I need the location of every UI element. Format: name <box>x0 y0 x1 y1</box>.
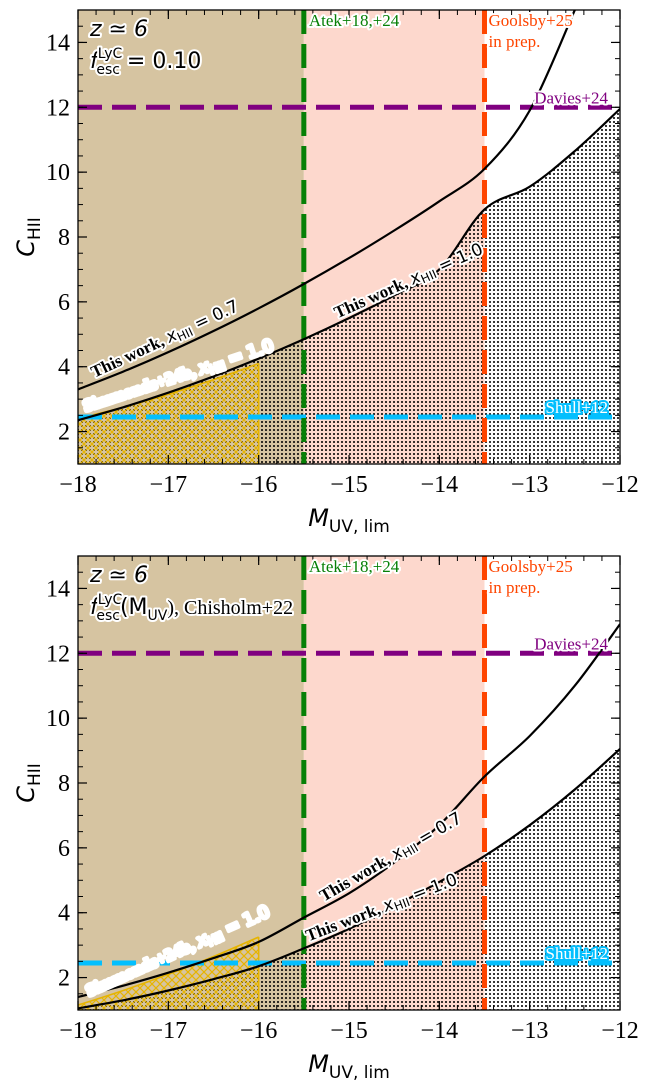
ytick-label: 2 <box>58 420 70 446</box>
shull-label: Shull+12 <box>546 398 609 417</box>
xtick-label: −13 <box>511 1018 549 1044</box>
dotted-area <box>78 108 620 464</box>
ytick-label: 8 <box>58 771 70 797</box>
y-axis-label-main: C <box>12 240 40 257</box>
simmonds-hatch <box>78 937 259 1010</box>
davies-label: Davies+24 <box>534 634 608 653</box>
model-curve-1 <box>78 108 620 422</box>
x-axis-label-main: M <box>308 504 329 532</box>
x-axis-label: MUV, lim <box>308 1050 390 1083</box>
xtick-label: −15 <box>330 472 368 498</box>
goolsby-label-2: in prep. <box>489 32 541 51</box>
atek-label: Atek+18,+24 <box>309 557 400 576</box>
ytick-label: 14 <box>46 30 70 56</box>
y-axis-label-main: C <box>12 786 40 803</box>
x-axis-label-sub: UV, lim <box>329 517 390 537</box>
ytick-label: 4 <box>58 355 70 381</box>
fesc-sub: esc <box>96 608 120 624</box>
xtick-label: −18 <box>59 1018 97 1044</box>
fesc-label: fLyC esc(MUV), Chisholm+22 <box>90 592 293 624</box>
y-axis-label-sub: HII <box>25 763 45 786</box>
x-axis-label: MUV, lim <box>308 504 390 537</box>
fesc-sup: LyC <box>98 592 123 608</box>
xtick-label: −13 <box>511 472 549 498</box>
bottom-panel: −18 −17 −16 −15 −14 −13 −12 2 4 6 8 10 12 14 MUV, lim C… <box>12 555 639 1083</box>
xtick-label: −17 <box>150 472 188 498</box>
fesc-close: ), Chisholm+22 <box>167 597 293 619</box>
shade-tan <box>78 556 304 1010</box>
ytick-label: 8 <box>58 225 70 251</box>
ytick-label: 4 <box>58 901 70 927</box>
ytick-label: 10 <box>46 160 70 186</box>
ytick-label: 12 <box>46 95 70 121</box>
xtick-label: −12 <box>601 1018 639 1044</box>
ytick-label: 6 <box>58 836 70 862</box>
goolsby-label-2: in prep. <box>489 578 541 597</box>
x-axis-label-main: M <box>308 1050 329 1078</box>
y-axis-label: CHII <box>12 763 45 803</box>
davies-label: Davies+24 <box>534 88 608 107</box>
top-panel: −18 −17 −16 −15 −14 −13 −12 2 4 6 8 10 12 14 MUV, lim C… <box>12 9 639 537</box>
ytick-label: 2 <box>58 966 70 992</box>
xtick-label: −14 <box>421 1018 459 1044</box>
y-axis-label-sub: HII <box>25 217 45 240</box>
fesc-mag-sub: UV <box>148 608 168 624</box>
plot-area <box>78 556 620 1010</box>
fesc-sup: LyC <box>98 46 123 62</box>
goolsby-label: Goolsby+25 <box>489 557 573 576</box>
xtick-label: −16 <box>240 1018 278 1044</box>
xtick-label: −17 <box>150 1018 188 1044</box>
ytick-label: 14 <box>46 576 70 602</box>
model-curve-0 <box>78 10 576 391</box>
xtick-label: −16 <box>240 472 278 498</box>
fesc-suffix: = 0.10 <box>120 49 201 74</box>
simmonds-hatch <box>78 363 259 464</box>
xtick-label: −12 <box>601 472 639 498</box>
shull-label: Shull+12 <box>546 944 609 963</box>
redshift-label: z ≃ 6 <box>89 563 148 588</box>
ytick-label: 12 <box>46 641 70 667</box>
ytick-label: 6 <box>58 290 70 316</box>
x-axis-label-sub: UV, lim <box>329 1063 390 1083</box>
xtick-label: −15 <box>330 1018 368 1044</box>
plot-area <box>78 10 620 464</box>
goolsby-label: Goolsby+25 <box>489 11 573 30</box>
xtick-label: −14 <box>421 472 459 498</box>
model-curve-0 <box>78 623 620 999</box>
model-curve-1 <box>78 748 620 1010</box>
fesc-sub: esc <box>96 62 120 78</box>
simmonds-curve <box>78 936 260 1006</box>
ytick-label: 10 <box>46 706 70 732</box>
atek-label: Atek+18,+24 <box>309 11 400 30</box>
redshift-label: z ≃ 6 <box>89 17 148 42</box>
y-axis-label: CHII <box>12 217 45 257</box>
xtick-label: −18 <box>59 472 97 498</box>
fesc-suffix: (M <box>120 595 148 620</box>
fesc-label: fLyC esc = 0.10 <box>90 46 201 78</box>
